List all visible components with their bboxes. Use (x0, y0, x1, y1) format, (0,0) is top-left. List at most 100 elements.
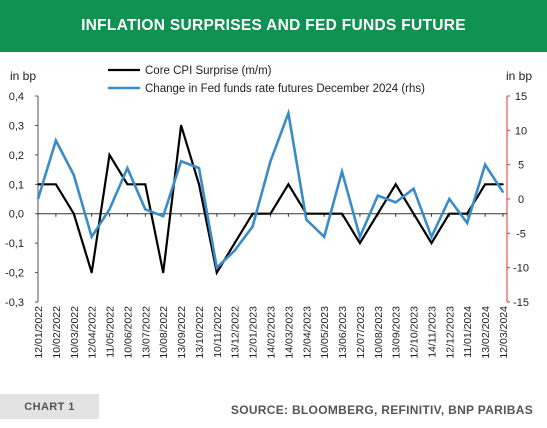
x-axis-tick-label: 13/12/2022 (230, 306, 242, 359)
x-axis-tick-label: 13/09/2023 (391, 306, 403, 359)
data-point-core-cpi (448, 212, 451, 215)
data-point-fed-funds (287, 112, 290, 114)
data-point-fed-funds (180, 160, 182, 163)
x-axis-tick-label: 12/07/2023 (355, 306, 367, 359)
data-point-fed-funds (108, 208, 111, 211)
axes-layer: in bp in bp 0,4 0,3 0,2 0,1 0,0 -0,1 -0,2 -0,3 15 1… (5, 69, 532, 359)
x-axis-tick-label: 12/10/2023 (409, 306, 421, 359)
data-point-core-cpi (126, 183, 129, 186)
x-axis-tick-label: 12/03/2024 (498, 306, 510, 359)
data-point-core-cpi (323, 212, 325, 215)
data-point-fed-funds (430, 235, 433, 238)
data-point-fed-funds (412, 187, 415, 190)
data-point-core-cpi (287, 183, 290, 186)
data-point-fed-funds (233, 249, 236, 252)
x-axis-tick-label: 11/05/2022 (105, 306, 117, 358)
left-axis-tick-label: 0,2 (9, 150, 24, 162)
x-axis-tick-label: 12/01/2022 (33, 306, 45, 359)
left-axis-tick-label: 0,4 (9, 91, 24, 103)
data-point-fed-funds (359, 235, 361, 238)
x-axis-tick-label: 10/06/2022 (122, 306, 134, 359)
chart-number-label: CHART 1 (24, 400, 75, 413)
x-axis-tick-label: 14/11/2023 (426, 306, 438, 358)
x-axis-tick-label: 11/01/2024 (462, 306, 474, 358)
data-point-fed-funds (394, 201, 397, 204)
data-point-fed-funds (144, 208, 147, 211)
x-axis-tick-label: 12/04/2022 (87, 306, 99, 359)
x-axis-tick-label: 10/05/2023 (319, 306, 331, 359)
right-axis-tick-label: -10 (513, 263, 529, 275)
x-axis-tick-label: 13/09/2022 (176, 306, 188, 359)
chart-title: INFLATION SURPRISES AND FED FUNDS FUTURE (81, 17, 466, 34)
left-axis-tick-label: 0,1 (9, 179, 24, 191)
data-point-core-cpi (484, 183, 486, 186)
right-axis-tick-label: -5 (516, 228, 526, 240)
series-line-fed-funds (36, 108, 505, 271)
data-point-core-cpi (162, 271, 164, 274)
right-axis-tick-label: 15 (515, 91, 527, 103)
data-point-core-cpi (430, 242, 433, 244)
data-point-fed-funds (502, 191, 504, 193)
series-layer (36, 108, 505, 276)
data-point-fed-funds (55, 139, 57, 142)
data-point-core-cpi (502, 183, 504, 186)
left-axis-unit: in bp (10, 69, 36, 83)
data-point-fed-funds (305, 218, 308, 221)
left-axis-tick-label: -0,3 (5, 297, 24, 309)
data-point-fed-funds (72, 174, 75, 176)
data-point-core-cpi (72, 212, 75, 215)
x-axis-tick-label: 10/08/2023 (373, 306, 385, 359)
data-point-fed-funds (216, 266, 218, 269)
x-axis-tick-label: 12/04/2023 (301, 306, 313, 359)
source-note: SOURCE: BLOOMBERG, REFINITIV, BNP PARIBA… (230, 403, 533, 417)
right-axis-tick-label: 10 (515, 125, 527, 137)
x-axis-tick-label: 12/12/2023 (444, 306, 456, 359)
data-point-fed-funds (341, 170, 343, 173)
x-axis-tick-label: 13/10/2022 (194, 306, 206, 359)
x-axis-tick-label: 13/06/2023 (337, 306, 349, 359)
data-point-core-cpi (394, 183, 397, 186)
data-point-core-cpi (37, 183, 39, 186)
x-axis-tick-label: 13/07/2022 (140, 306, 152, 359)
x-axis-tick-label: 14/02/2023 (266, 306, 278, 359)
right-axis-tick-label: -15 (513, 297, 529, 309)
legend: Core CPI Surprise (m/m) Change in Fed fun… (108, 65, 425, 95)
right-axis-unit: in bp (506, 69, 532, 83)
x-axis-tick-label: 14/03/2023 (283, 306, 295, 359)
right-axis-tick-label: 0 (518, 194, 524, 206)
data-point-core-cpi (90, 271, 93, 274)
data-point-core-cpi (180, 124, 182, 127)
data-point-fed-funds (484, 163, 486, 166)
data-point-fed-funds (251, 225, 254, 228)
data-point-core-cpi (251, 212, 254, 215)
data-point-core-cpi (216, 271, 218, 274)
data-point-core-cpi (341, 212, 343, 215)
data-point-core-cpi (269, 212, 272, 215)
x-axis-tick-label: 10/11/2022 (212, 306, 224, 358)
data-point-fed-funds (162, 215, 164, 217)
data-point-fed-funds (323, 235, 325, 238)
x-axis-tick-label: 10/02/2022 (51, 306, 63, 359)
data-point-core-cpi (55, 183, 57, 186)
chart-header: INFLATION SURPRISES AND FED FUNDS FUTURE (0, 0, 547, 52)
data-point-fed-funds (90, 235, 93, 238)
data-point-core-cpi (108, 154, 111, 156)
x-axis-tick-label: 10/08/2022 (158, 306, 170, 359)
x-axis-tick-label: 12/01/2023 (248, 306, 260, 359)
x-axis-tick-label: 13/02/2024 (480, 306, 492, 359)
data-point-fed-funds (448, 198, 451, 200)
data-point-fed-funds (126, 167, 129, 169)
data-point-fed-funds (198, 167, 200, 169)
data-point-core-cpi (359, 242, 361, 244)
data-point-core-cpi (233, 242, 236, 244)
legend-label: Change in Fed funds rate futures Decembe… (145, 83, 425, 95)
data-point-core-cpi (144, 183, 147, 186)
data-point-core-cpi (377, 212, 379, 215)
data-point-fed-funds (269, 160, 272, 163)
data-point-core-cpi (198, 183, 200, 186)
data-point-core-cpi (412, 212, 415, 215)
left-axis-tick-label: 0,0 (9, 209, 24, 221)
data-point-fed-funds (466, 222, 469, 224)
data-point-core-cpi (466, 212, 469, 215)
left-axis-tick-label: -0,2 (5, 268, 24, 280)
